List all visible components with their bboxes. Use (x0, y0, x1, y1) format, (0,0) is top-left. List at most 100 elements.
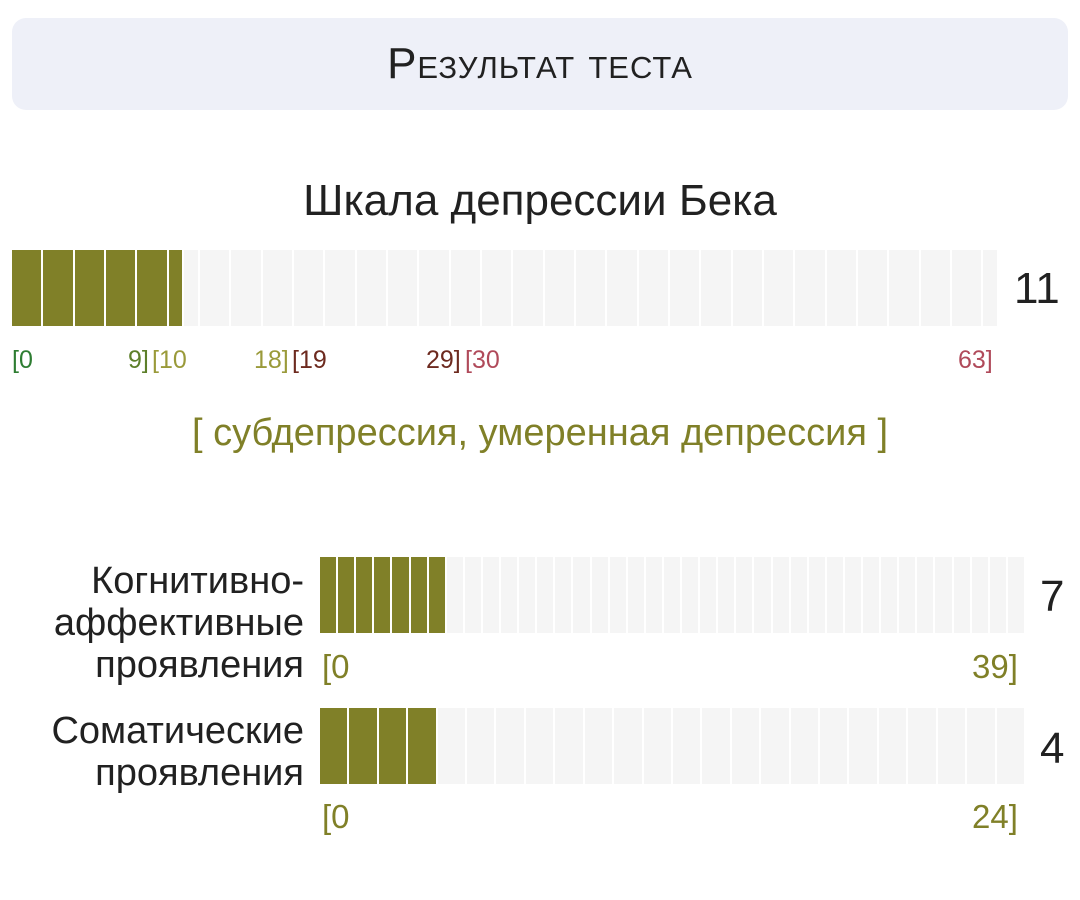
bar-cell (881, 557, 900, 633)
bar-cell (392, 557, 411, 633)
bar-cell (467, 708, 497, 784)
bar-cell (702, 708, 732, 784)
bar-cell (701, 250, 733, 326)
bar-cell (513, 250, 545, 326)
bar-cell (184, 250, 200, 326)
bar-cell (682, 557, 701, 633)
bar-cell (585, 708, 615, 784)
bar-cell (12, 250, 44, 326)
bar-cell (827, 250, 858, 326)
header-bar: Результат теста (12, 18, 1068, 110)
bar-cell (646, 557, 664, 633)
sub-scale-bar-somatic (320, 708, 1026, 784)
bar-cell (537, 557, 556, 633)
tick-label-10: [10 (152, 346, 187, 374)
bar-cell (501, 557, 520, 633)
label-line: аффективные (53, 602, 304, 644)
bar-cell (451, 250, 482, 326)
bar-cell (576, 250, 608, 326)
bar-cell (263, 250, 294, 326)
sub-scale-score-cognitive: 7 (1040, 572, 1065, 621)
bar-cell (356, 557, 375, 633)
bar-cell (231, 250, 263, 326)
bar-cell (917, 557, 936, 633)
bar-cell (820, 708, 850, 784)
bar-cell (349, 708, 379, 784)
bar-cell (754, 557, 773, 633)
tick-label-30: [30 (465, 346, 500, 374)
bar-cell (410, 557, 429, 633)
bar-cell (990, 557, 1008, 633)
bar-cell (879, 708, 909, 784)
sub-scale-bar-cognitive (320, 557, 1026, 633)
bar-cell (483, 557, 502, 633)
bar-cell (168, 250, 185, 326)
sub-scale-score-somatic: 4 (1040, 724, 1065, 773)
bar-cell (519, 557, 538, 633)
bar-cell (610, 557, 628, 633)
range-min-somatic: [0 (322, 798, 350, 835)
bar-cell (338, 557, 357, 633)
bar-cell (997, 708, 1026, 784)
bar-cell (664, 557, 683, 633)
sub-scale-label-cognitive: Когнитивно- аффективные проявления (54, 560, 304, 686)
bar-cell (320, 557, 339, 633)
bar-cell (526, 708, 556, 784)
bar-cell (545, 250, 576, 326)
bar-cell (858, 250, 890, 326)
bar-cell (795, 250, 827, 326)
bar-cell (573, 557, 592, 633)
bar-cell (791, 557, 809, 633)
bar-cell (700, 557, 719, 633)
bar-cell (863, 557, 882, 633)
label-line: проявления (95, 752, 304, 794)
bar-cell (200, 250, 232, 326)
bar-cell (639, 250, 670, 326)
bar-cell (921, 250, 952, 326)
bar-cell (555, 557, 574, 633)
bar-cell (952, 250, 984, 326)
bar-cell (889, 250, 921, 326)
bar-cell (732, 708, 762, 784)
bar-cell (628, 557, 646, 633)
bar-cell (438, 708, 468, 784)
bar-cell (954, 557, 972, 633)
bar-cell (294, 250, 326, 326)
bar-cell (447, 557, 465, 633)
bar-cell (378, 708, 409, 784)
range-min-cognitive: [0 (322, 648, 350, 685)
bar-cell (614, 708, 644, 784)
bar-cell (764, 250, 796, 326)
bar-cell (827, 557, 845, 633)
tick-label-18: 18] (254, 346, 289, 374)
bar-cell (357, 250, 388, 326)
label-line: проявления (95, 644, 304, 686)
bar-cell (1008, 557, 1026, 633)
bar-cell (718, 557, 737, 633)
bar-cell (899, 557, 918, 633)
bar-cell (761, 708, 791, 784)
bar-cell (419, 250, 451, 326)
bar-cell (555, 708, 585, 784)
bar-cell (850, 708, 879, 784)
bar-cell (43, 250, 75, 326)
bar-cell (773, 557, 791, 633)
bar-cell (972, 557, 990, 633)
bar-cell (482, 250, 514, 326)
bar-cell (845, 557, 864, 633)
bar-cell (967, 708, 997, 784)
result-verdict: [ субдепрессия, умеренная депрессия ] (191, 412, 889, 454)
tick-label-29: 29] (426, 346, 461, 374)
label-line: Соматические (51, 710, 304, 752)
bar-cell (408, 708, 438, 784)
bar-cell (809, 557, 827, 633)
page-title: Результат теста (387, 39, 693, 88)
main-scale-score: 11 (1014, 264, 1060, 313)
bar-cell (983, 250, 999, 326)
bar-cell (325, 250, 357, 326)
bar-cell (74, 250, 106, 326)
tick-label-19: [19 (292, 346, 327, 374)
bar-cell (592, 557, 610, 633)
bar-cell (388, 250, 420, 326)
tick-label-0: [0 (12, 346, 33, 374)
